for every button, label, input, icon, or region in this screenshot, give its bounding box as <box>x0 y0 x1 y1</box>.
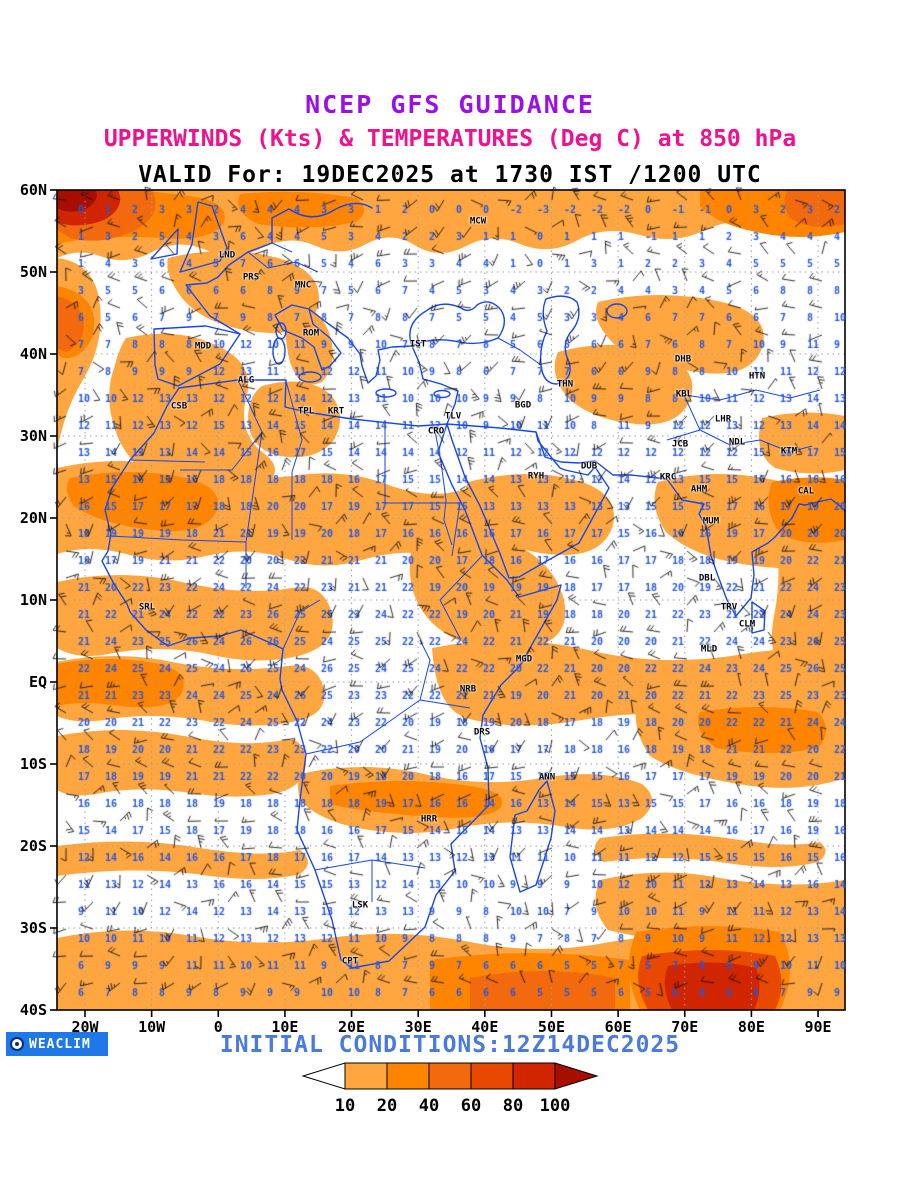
svg-text:20: 20 <box>377 1096 397 1116</box>
svg-text:100: 100 <box>540 1096 571 1116</box>
svg-text:60: 60 <box>461 1096 481 1116</box>
svg-text:80: 80 <box>503 1096 523 1116</box>
svg-text:40: 40 <box>419 1096 439 1116</box>
svg-text:10: 10 <box>335 1096 355 1116</box>
